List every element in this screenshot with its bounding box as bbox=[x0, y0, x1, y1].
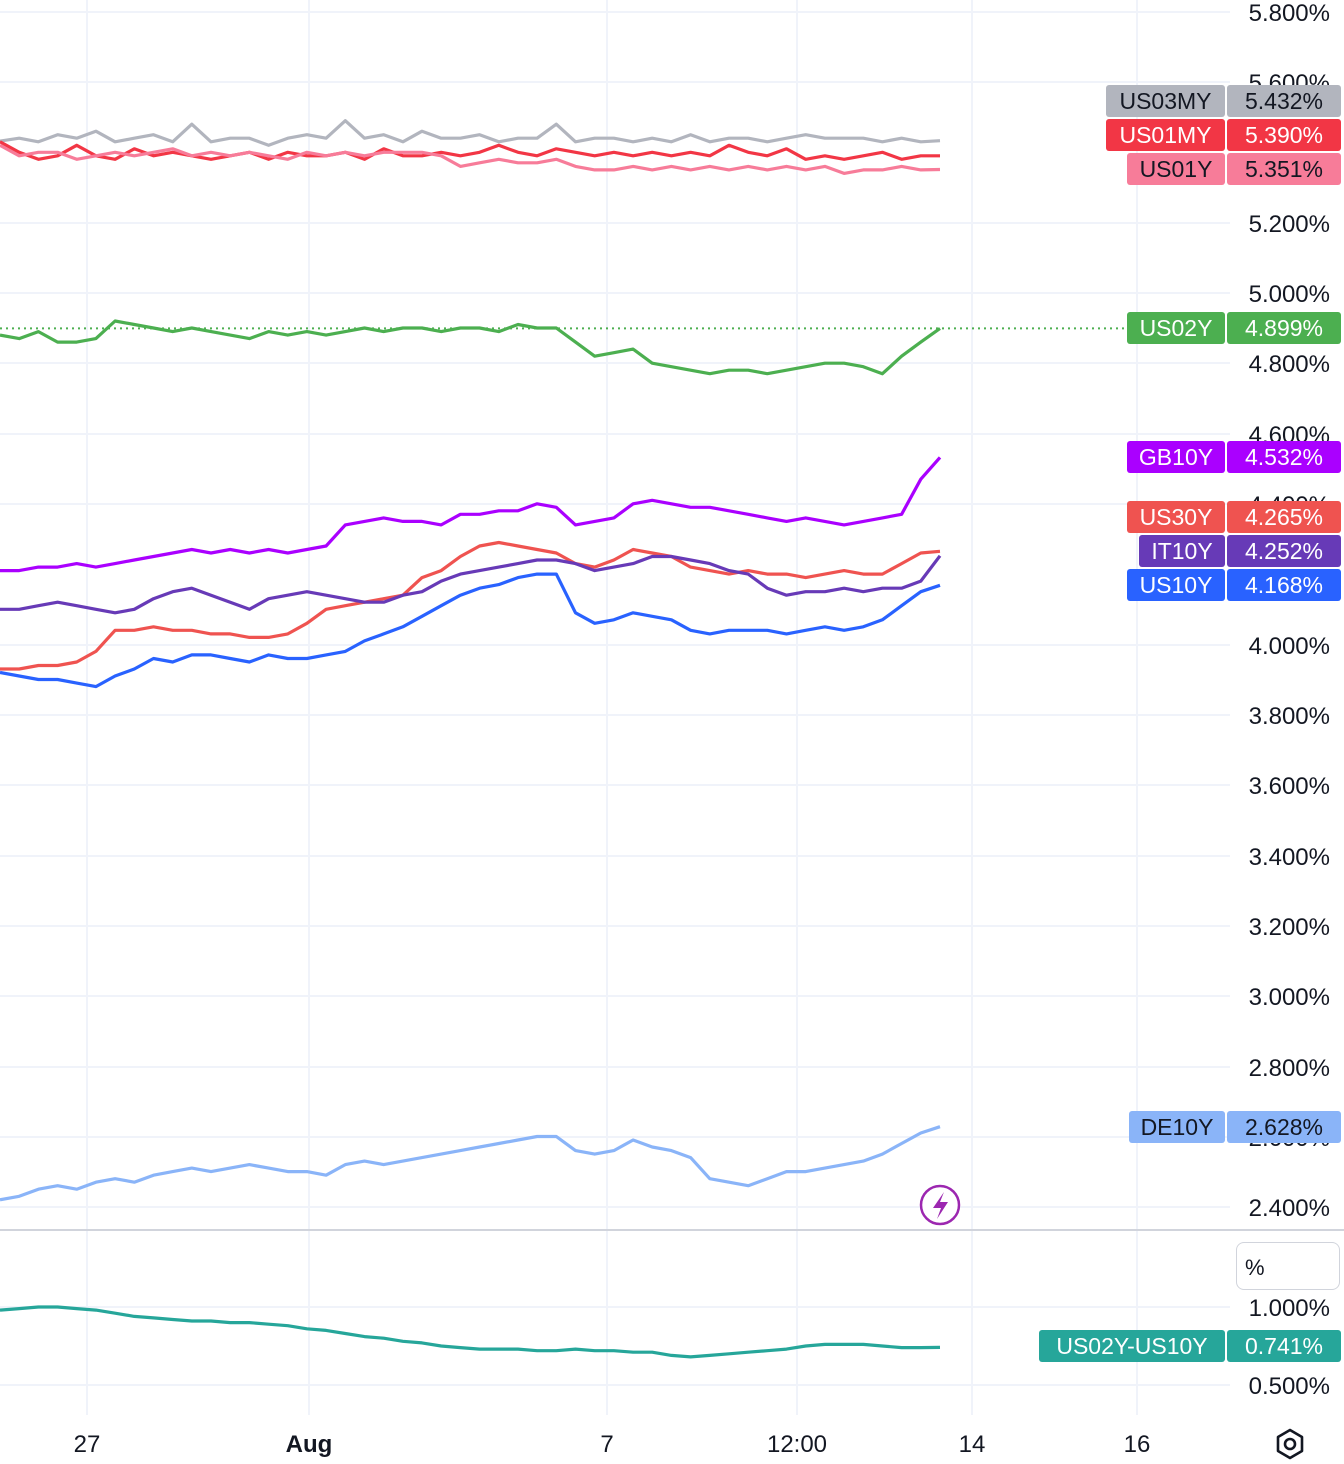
x-tick-label: 7 bbox=[600, 1431, 613, 1458]
lightning-icon[interactable] bbox=[919, 1184, 961, 1226]
y-tick-label: 4.800% bbox=[1249, 351, 1330, 378]
tag-series-name: US01MY bbox=[1119, 122, 1211, 148]
series-line-gb10y bbox=[0, 456, 942, 573]
x-tick-label: 12:00 bbox=[767, 1431, 827, 1458]
y-tick-label: 4.000% bbox=[1249, 633, 1330, 660]
tag-series-name: US02Y bbox=[1140, 315, 1213, 341]
value-tag-us02y: US02Y 4.899% bbox=[1127, 312, 1341, 344]
grid-lines bbox=[0, 0, 1230, 1415]
tag-series-value: 5.390% bbox=[1245, 122, 1323, 148]
value-tag-de10y: DE10Y 2.628% bbox=[1129, 1111, 1341, 1143]
tag-series-name: DE10Y bbox=[1141, 1114, 1214, 1140]
series-line-us01y bbox=[0, 143, 941, 175]
y-tick-label: 0.500% bbox=[1249, 1373, 1330, 1400]
tag-series-name: US02Y-US10Y bbox=[1056, 1333, 1207, 1359]
x-tick-label: Aug bbox=[286, 1431, 333, 1458]
value-tag-gb10y: GB10Y 4.532% bbox=[1127, 441, 1341, 473]
tag-series-value: 5.432% bbox=[1245, 88, 1323, 114]
value-tag-it10y: IT10Y 4.252% bbox=[1139, 535, 1341, 567]
series-lines bbox=[0, 119, 1125, 1359]
value-tag-us30y: US30Y 4.265% bbox=[1127, 501, 1341, 533]
tag-series-name: US10Y bbox=[1140, 572, 1213, 598]
series-line-us02y bbox=[0, 319, 941, 376]
x-tick-label: 16 bbox=[1124, 1431, 1151, 1458]
series-line-it10y bbox=[0, 554, 942, 615]
tag-series-name: US03MY bbox=[1119, 88, 1211, 114]
y-tick-label: 5.800% bbox=[1249, 0, 1330, 27]
y-tick-label: 2.800% bbox=[1249, 1055, 1330, 1082]
series-value-tags: US03MY 5.432% US01MY 5.390% US01Y 5.351% US02Y… bbox=[1039, 85, 1341, 1362]
tag-series-value: 2.628% bbox=[1245, 1114, 1323, 1140]
price-axis: 5.800%5.600%5.200%5.000%4.800%4.600%4.40… bbox=[1249, 0, 1330, 1400]
series-line-us02y-us10y bbox=[0, 1305, 941, 1359]
tag-series-value: 4.899% bbox=[1245, 315, 1323, 341]
series-line-us03my bbox=[0, 119, 941, 147]
tag-series-value: 5.351% bbox=[1245, 156, 1323, 182]
tag-series-name: GB10Y bbox=[1139, 444, 1213, 470]
tag-series-value: 4.532% bbox=[1245, 444, 1323, 470]
tag-series-name: US30Y bbox=[1140, 504, 1213, 530]
x-tick-label: 14 bbox=[959, 1431, 986, 1458]
tag-series-value: 4.252% bbox=[1245, 538, 1323, 564]
y-tick-label: 3.200% bbox=[1249, 914, 1330, 941]
time-axis: 27 Aug 7 12:00 14 16 bbox=[74, 1431, 1151, 1458]
series-line-de10y bbox=[0, 1125, 941, 1202]
y-tick-label: 5.000% bbox=[1249, 281, 1330, 308]
x-tick-label: 27 bbox=[74, 1431, 101, 1458]
y-tick-label: 3.000% bbox=[1249, 984, 1330, 1011]
y-tick-label: 3.800% bbox=[1249, 703, 1330, 730]
series-line-us30y bbox=[0, 540, 941, 671]
value-tag-us10y: US10Y 4.168% bbox=[1127, 569, 1341, 601]
value-tag-us03my: US03MY 5.432% bbox=[1106, 85, 1341, 117]
tag-series-value: 0.741% bbox=[1245, 1333, 1323, 1359]
y-tick-label: 3.600% bbox=[1249, 773, 1330, 800]
tag-series-name: US01Y bbox=[1140, 156, 1213, 182]
value-tag-us02y-us10y: US02Y-US10Y 0.741% bbox=[1039, 1330, 1341, 1362]
y-tick-label: 5.200% bbox=[1249, 211, 1330, 238]
tag-series-name: IT10Y bbox=[1151, 538, 1212, 564]
y-tick-label: 3.400% bbox=[1249, 844, 1330, 871]
tag-series-value: 4.168% bbox=[1245, 572, 1323, 598]
y-tick-label: 2.400% bbox=[1249, 1195, 1330, 1222]
value-tag-us01my: US01MY 5.390% bbox=[1106, 119, 1341, 151]
value-tag-us01y: US01Y 5.351% bbox=[1127, 153, 1341, 185]
series-line-us10y bbox=[0, 572, 941, 689]
series-line-us01my bbox=[0, 140, 940, 161]
y-tick-label: 1.000% bbox=[1249, 1295, 1330, 1322]
tag-series-value: 4.265% bbox=[1245, 504, 1323, 530]
percent-scale-button[interactable]: % bbox=[1236, 1242, 1340, 1290]
settings-icon[interactable] bbox=[1272, 1426, 1308, 1462]
